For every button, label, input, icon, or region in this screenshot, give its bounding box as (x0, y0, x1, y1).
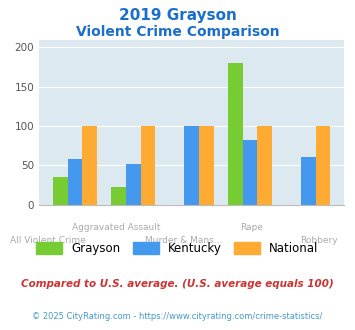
Bar (243, 140, 257, 205)
Bar (257, 126, 272, 205)
Bar (126, 164, 141, 205)
Bar (53, 177, 67, 205)
Bar (184, 126, 199, 205)
Bar (316, 126, 331, 205)
Text: Murder & Mans...: Murder & Mans... (145, 236, 222, 245)
Bar (111, 187, 126, 205)
Text: Robbery: Robbery (300, 236, 338, 245)
Text: © 2025 CityRating.com - https://www.cityrating.com/crime-statistics/: © 2025 CityRating.com - https://www.city… (32, 312, 323, 321)
Bar (141, 126, 155, 205)
Text: Rape: Rape (240, 223, 263, 232)
Text: 2019 Grayson: 2019 Grayson (119, 8, 236, 23)
Bar (67, 159, 82, 205)
Bar (301, 157, 316, 205)
Bar (199, 126, 214, 205)
Bar (228, 63, 243, 205)
Legend: Grayson, Kentucky, National: Grayson, Kentucky, National (32, 237, 323, 259)
Text: Aggravated Assault: Aggravated Assault (71, 223, 160, 232)
Bar (82, 126, 97, 205)
Text: Compared to U.S. average. (U.S. average equals 100): Compared to U.S. average. (U.S. average … (21, 279, 334, 289)
Text: All Violent Crime: All Violent Crime (10, 236, 86, 245)
Text: Violent Crime Comparison: Violent Crime Comparison (76, 25, 279, 39)
